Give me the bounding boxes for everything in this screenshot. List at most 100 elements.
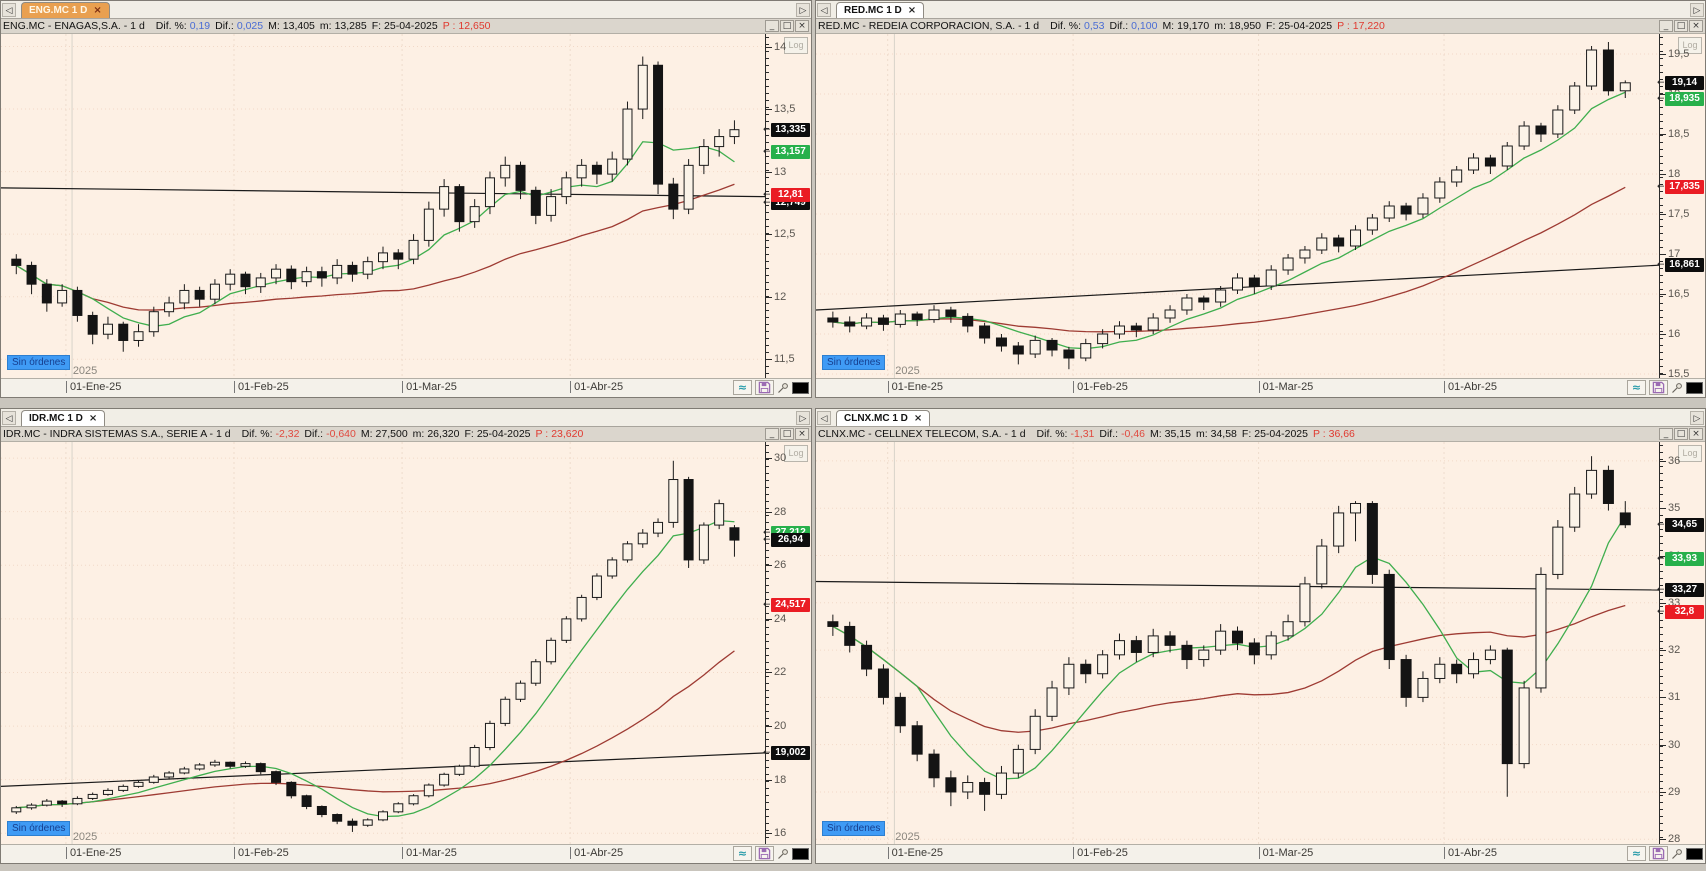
maximize-button[interactable]: □ xyxy=(1674,20,1688,32)
tab-close-icon[interactable]: × xyxy=(88,413,98,424)
time-axis[interactable]: 01-Ene-25 01-Feb-25 01-Mar-25 01-Abr-25 xyxy=(1,845,765,863)
chart-tab[interactable]: CLNX.MC 1 D × xyxy=(836,410,931,426)
axis-minor-tick xyxy=(1660,373,1663,374)
axis-minor-tick xyxy=(1660,79,1663,80)
axis-minor-tick xyxy=(1660,529,1663,530)
tab-scroll-left-icon[interactable]: ◁ xyxy=(817,411,831,425)
chart-tab[interactable]: ENG.MC 1 D × xyxy=(21,2,110,18)
tab-close-icon[interactable]: × xyxy=(93,5,102,16)
close-window-button[interactable]: × xyxy=(1689,428,1703,440)
axis-minor-tick xyxy=(766,177,769,178)
tab-scroll-right-icon[interactable]: ▷ xyxy=(796,3,810,17)
time-axis[interactable]: 01-Ene-25 01-Feb-25 01-Mar-25 01-Abr-25 xyxy=(816,379,1659,397)
tab-close-icon[interactable]: × xyxy=(913,413,923,424)
color-swatch-icon[interactable] xyxy=(1686,381,1703,394)
maximize-button[interactable]: □ xyxy=(780,428,794,440)
pin-icon[interactable] xyxy=(777,380,789,395)
axis-minor-tick xyxy=(766,86,769,87)
candlestick-chart[interactable]: 2025 Sin órdenes xyxy=(816,34,1659,378)
log-scale-button[interactable]: Log xyxy=(1678,445,1702,462)
close-window-button[interactable]: × xyxy=(795,20,809,32)
candlestick-chart[interactable]: 2025 Sin órdenes xyxy=(816,442,1659,844)
pin-icon[interactable] xyxy=(1671,846,1683,861)
x-label: 01-Ene-25 xyxy=(66,847,121,859)
p-value: 12,650 xyxy=(458,20,491,32)
close-window-button[interactable]: × xyxy=(795,428,809,440)
log-scale-button[interactable]: Log xyxy=(784,37,808,54)
axis-minor-tick xyxy=(1660,536,1663,537)
link-icon[interactable]: ≈ xyxy=(1627,380,1646,395)
tab-scroll-left-icon[interactable]: ◁ xyxy=(2,3,16,17)
close-window-button[interactable]: × xyxy=(1689,20,1703,32)
link-icon[interactable]: ≈ xyxy=(733,380,752,395)
axis-tick-label: 18,5 xyxy=(1668,128,1690,140)
maximize-button[interactable]: □ xyxy=(1674,428,1688,440)
price-arrow-icon: ← xyxy=(763,124,771,135)
axis-minor-tick xyxy=(1660,233,1663,234)
tab-scroll-right-icon[interactable]: ▷ xyxy=(1690,411,1704,425)
axis-minor-tick xyxy=(766,466,769,467)
axis-major-tick xyxy=(1660,650,1666,652)
axis-minor-tick xyxy=(1660,240,1663,241)
price-badge-green: 13,157 ← xyxy=(763,144,810,159)
axis-major-tick xyxy=(1660,214,1666,215)
tab-scroll-left-icon[interactable]: ◁ xyxy=(817,3,831,17)
axis-minor-tick xyxy=(766,345,769,346)
session-min-label: m: xyxy=(412,428,425,440)
minimize-button[interactable]: _ xyxy=(765,20,779,32)
link-icon[interactable]: ≈ xyxy=(1627,846,1646,861)
price-badge-black: 34,65 ← xyxy=(1657,517,1704,532)
axis-minor-tick xyxy=(1660,746,1663,747)
axis-minor-tick xyxy=(1660,466,1663,467)
color-swatch-icon[interactable] xyxy=(792,847,809,860)
minimize-button[interactable]: _ xyxy=(765,428,779,440)
save-icon[interactable] xyxy=(755,380,774,395)
save-icon[interactable] xyxy=(1649,846,1668,861)
candlestick-chart[interactable]: 2025 Sin órdenes xyxy=(1,442,765,844)
pin-icon[interactable] xyxy=(1671,380,1683,395)
time-axis[interactable]: 01-Ene-25 01-Feb-25 01-Mar-25 01-Abr-25 xyxy=(816,845,1659,863)
axis-minor-tick xyxy=(1660,830,1663,831)
price-axis[interactable]: Log 302826242220181627,212←24,517←19,002… xyxy=(763,442,811,844)
axis-tick-label: 32 xyxy=(1668,644,1681,657)
price-badge-red: 17,835 ← xyxy=(1657,180,1704,195)
save-icon[interactable] xyxy=(1649,380,1668,395)
time-axis[interactable]: 01-Ene-25 01-Feb-25 01-Mar-25 01-Abr-25 xyxy=(1,379,765,397)
price-axis[interactable]: Log 36353433323130292834,65←33,93←33,27←… xyxy=(1657,442,1705,845)
log-scale-button[interactable]: Log xyxy=(1678,37,1702,54)
minimize-button[interactable]: _ xyxy=(1659,20,1673,32)
axis-minor-tick xyxy=(766,254,769,255)
tab-close-icon[interactable]: × xyxy=(907,5,917,16)
pin-icon[interactable] xyxy=(777,846,789,861)
tab-scroll-right-icon[interactable]: ▷ xyxy=(1690,3,1704,17)
color-swatch-icon[interactable] xyxy=(792,381,809,394)
session-max-label: M: xyxy=(360,428,373,440)
axis-minor-tick xyxy=(1660,683,1663,684)
save-icon[interactable] xyxy=(755,846,774,861)
minimize-button[interactable]: _ xyxy=(1659,428,1673,440)
tab-scroll-right-icon[interactable]: ▷ xyxy=(796,411,810,425)
price-axis[interactable]: Log 14 13,5 13 12,5 12 11,5 13,335 ← 13,157 ← 12,7… xyxy=(763,34,811,378)
axis-tick-label: 12 xyxy=(774,290,787,303)
dif-pct-value: -2,32 xyxy=(275,428,300,440)
candlestick-chart[interactable]: 2025 Sin órdenes xyxy=(1,34,765,378)
axis-minor-tick xyxy=(1660,774,1663,775)
axis-minor-tick xyxy=(766,669,769,670)
p-value: 36,66 xyxy=(1328,428,1355,440)
axis-minor-tick xyxy=(1660,93,1663,94)
axis-minor-tick xyxy=(766,37,769,38)
link-icon[interactable]: ≈ xyxy=(733,846,752,861)
axis-tick-label: 16 xyxy=(774,827,787,840)
tab-scroll-left-icon[interactable]: ◁ xyxy=(2,411,16,425)
log-scale-button[interactable]: Log xyxy=(784,445,808,462)
tab-strip: ◁ RED.MC 1 D × ▷ xyxy=(816,1,1705,19)
color-swatch-icon[interactable] xyxy=(1686,847,1703,860)
p-label: P : xyxy=(1312,428,1326,440)
x-label: 01-Ene-25 xyxy=(66,381,121,393)
chart-tab[interactable]: IDR.MC 1 D × xyxy=(21,410,106,426)
chart-tab[interactable]: RED.MC 1 D × xyxy=(836,2,925,18)
maximize-button[interactable]: □ xyxy=(780,20,794,32)
price-axis[interactable]: Log 19,51918,51817,51716,51615,519,14←18… xyxy=(1657,34,1705,380)
axis-minor-tick xyxy=(1660,317,1663,318)
